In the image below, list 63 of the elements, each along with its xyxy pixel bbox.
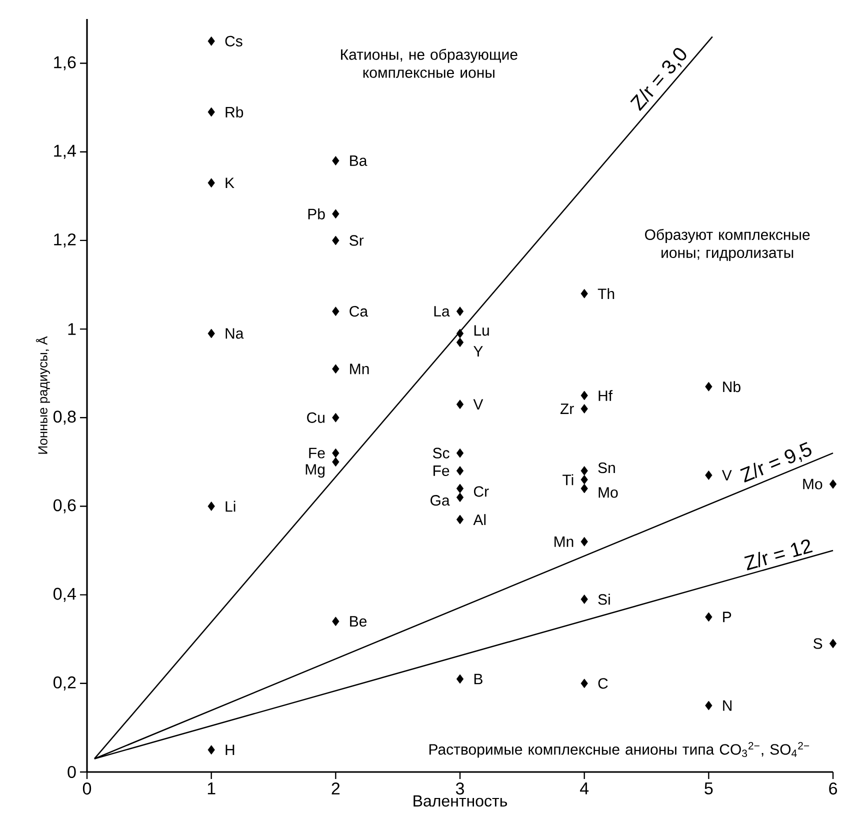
annotation: C: [598, 678, 608, 689]
y-axis-title: Ионные радиусы, Å: [36, 336, 50, 454]
y-tick-label: 0,2: [53, 676, 76, 690]
annotation: Zr: [560, 404, 574, 414]
annotation: Al: [473, 514, 486, 525]
annotation: N: [723, 700, 732, 711]
annotation: Rb: [226, 106, 244, 118]
annotation: Mn: [554, 536, 574, 547]
annotation: Mg: [306, 464, 324, 478]
x-tick-label: 1: [208, 782, 216, 794]
annotation: Fe: [309, 448, 325, 458]
annotation: K: [226, 178, 234, 188]
annotation: La: [434, 306, 450, 317]
annotation: Sn: [598, 462, 615, 474]
annotation: Cu: [307, 412, 324, 423]
annotation: Cr: [474, 486, 489, 497]
annotation: Cs: [225, 36, 242, 46]
annotation: Hf: [598, 390, 613, 401]
annotation: Na: [226, 328, 244, 339]
annotation: Образуют комплексные ионы; гидролизаты: [645, 228, 810, 261]
annotation: Ti: [562, 474, 574, 486]
annotation: Be: [350, 616, 367, 627]
annotation: B: [474, 674, 482, 684]
annotation: Растворимые комплексные анионы типа CO$_{3}$$^{2−}$, SO$_{4}$2−: [429, 742, 810, 758]
x-tick-label: 0: [82, 782, 92, 795]
y-tick-label: 0,4: [53, 588, 76, 602]
annotation: S: [813, 638, 822, 649]
annotation: Lu: [474, 325, 489, 336]
x-tick-label: 4: [580, 782, 589, 794]
annotation: Ca: [350, 306, 368, 317]
annotation: Ba: [350, 156, 368, 166]
x-tick-label: 5: [704, 782, 713, 794]
y-tick-label: 1,4: [54, 144, 76, 159]
annotation: Fe: [434, 466, 450, 476]
x-tick-label: 3: [456, 782, 464, 795]
annotation: Mn: [350, 364, 369, 374]
y-tick-label: 0,8: [53, 410, 76, 425]
x-axis-title: Валентность: [414, 795, 508, 807]
annotation: Th: [598, 288, 614, 300]
annotation: Катионы, не образующие комплексные ионы: [341, 48, 518, 78]
text: Z/r = 12: [744, 539, 813, 570]
y-tick-label: 1,6: [54, 56, 76, 70]
annotation: H: [226, 744, 234, 756]
annotation: Ga: [430, 495, 450, 506]
annotation: Mo: [803, 478, 822, 490]
annotation: Mo: [598, 487, 618, 498]
annotation: Y: [474, 346, 483, 356]
x-tick-label: 6: [829, 782, 837, 795]
y-tick-label: 1: [68, 323, 76, 335]
annotation: Pb: [308, 208, 325, 220]
text: Z/r = 3,0: [630, 48, 686, 112]
x-tick-label: 2: [332, 782, 340, 794]
y-tick-label: 0,6: [53, 499, 76, 514]
annotation: Sc: [432, 448, 450, 458]
annotation: Si: [598, 594, 610, 605]
annotation: V: [722, 470, 732, 480]
annotation: Nb: [723, 381, 740, 392]
annotation: Li: [226, 500, 236, 512]
y-tick-label: 1,2: [54, 233, 76, 248]
annotation: V: [473, 399, 484, 410]
y-tick-label: 0: [68, 766, 76, 778]
annotation: P: [723, 612, 732, 622]
annotation: Sr: [350, 235, 364, 246]
